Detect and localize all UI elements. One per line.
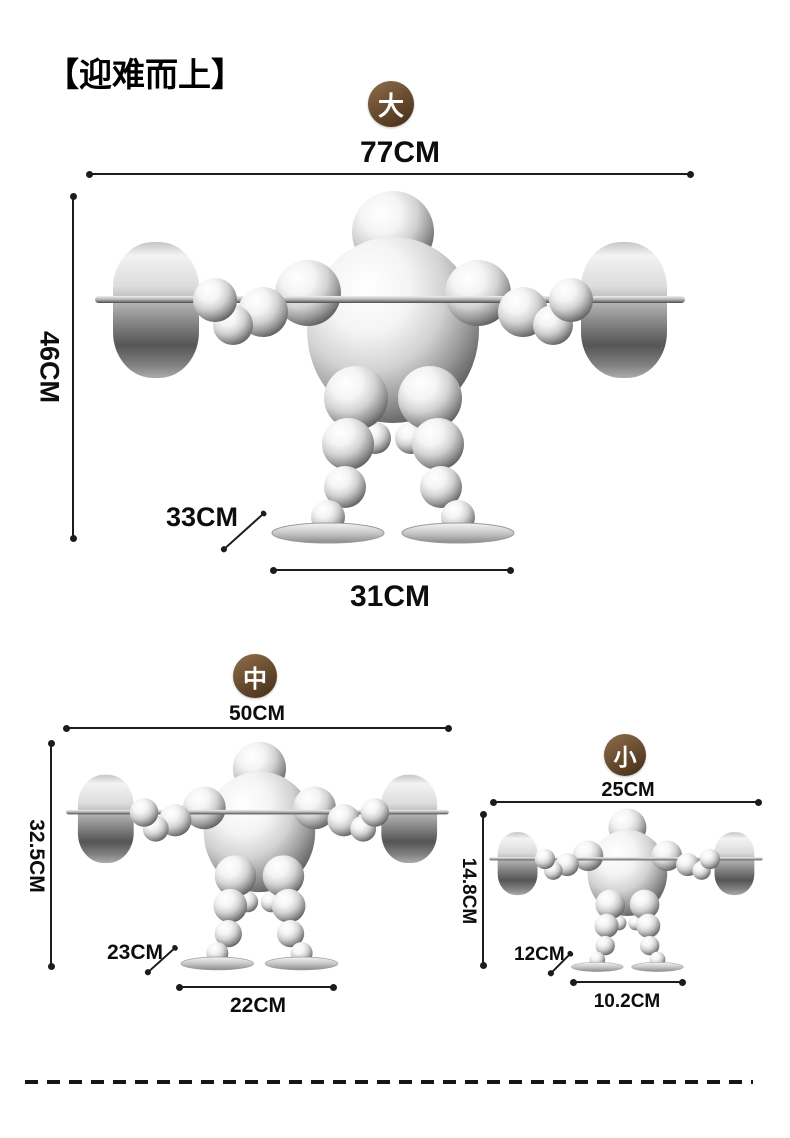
- width-dim-line-large: [86, 170, 694, 178]
- weightlifter-figure-large: [94, 190, 686, 544]
- base-dim-line-medium: [176, 983, 337, 991]
- base-dim-line-large: [270, 566, 514, 574]
- page-title: 【迎难而上】: [46, 56, 244, 93]
- size-badge-large-label: 大: [377, 90, 404, 121]
- base-label-large: 31CM: [349, 580, 431, 613]
- height-label-medium: 32.5CM: [25, 819, 48, 893]
- base-label-medium: 22CM: [229, 994, 287, 1017]
- size-badge-large: 大: [368, 81, 414, 127]
- size-badge-small-label: 小: [613, 744, 637, 770]
- dashed-divider-line: [25, 1080, 753, 1084]
- size-badge-medium: 中: [233, 654, 277, 698]
- depth-label-small: 12CM: [514, 944, 565, 965]
- size-badge-medium-label: 中: [243, 665, 267, 693]
- height-label-large: 46CM: [34, 330, 65, 404]
- height-label-small: 14.8CM: [458, 857, 479, 925]
- depth-label-large: 33CM: [166, 502, 239, 532]
- width-label-large: 77CM: [359, 136, 441, 169]
- base-label-small: 10.2CM: [593, 991, 661, 1012]
- width-label-medium: 50CM: [228, 702, 286, 725]
- size-badge-small: 小: [604, 734, 646, 776]
- base-dim-line-small: [570, 978, 686, 986]
- width-dim-line-medium: [63, 724, 452, 732]
- height-dim-line-large: [69, 193, 77, 542]
- height-dim-line-small: [479, 811, 487, 969]
- weightlifter-figure-medium: [65, 741, 450, 971]
- depth-label-medium: 23CM: [107, 941, 164, 964]
- height-dim-line-medium: [47, 740, 55, 970]
- width-label-small: 25CM: [601, 779, 655, 801]
- width-dim-line-small: [490, 798, 762, 806]
